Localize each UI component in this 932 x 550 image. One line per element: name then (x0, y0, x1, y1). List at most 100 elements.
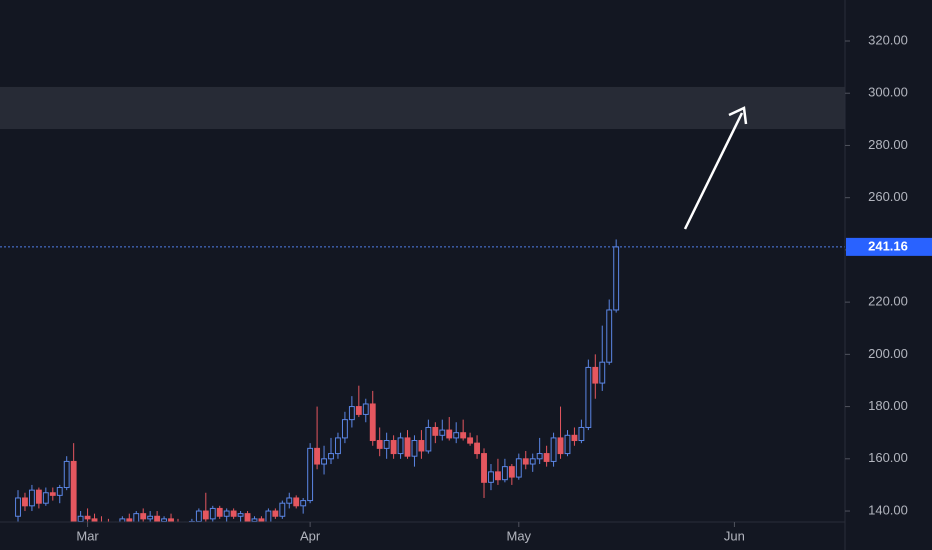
candle-body (467, 437, 474, 444)
candle-body (571, 434, 578, 442)
y-tick-label: 140.00 (868, 502, 908, 517)
candle-body (578, 426, 585, 442)
arrow-annotation (683, 106, 748, 230)
candle-body (494, 471, 501, 481)
x-tick-label: Apr (300, 528, 321, 543)
candle-body (418, 440, 425, 452)
candle-body (133, 513, 140, 522)
x-tick-label: Mar (76, 528, 99, 543)
last-price-box (846, 237, 932, 256)
candle-body (369, 403, 376, 442)
y-tick-label: 280.00 (868, 137, 908, 152)
candle-body (168, 518, 174, 522)
candle-body (474, 442, 480, 455)
candle-body (321, 458, 327, 465)
candle-body (508, 466, 515, 478)
candle-body (223, 510, 230, 517)
candle-body (362, 403, 369, 415)
candle-body (77, 515, 84, 522)
candle-body (56, 487, 63, 496)
candle-body (161, 518, 168, 522)
candle-body (237, 513, 244, 517)
candle-body (335, 437, 341, 455)
candle-body (22, 497, 28, 507)
x-tick-label: Jun (724, 528, 745, 543)
candle-body (439, 429, 446, 436)
candle-body (404, 437, 411, 457)
candle-body (265, 510, 272, 522)
candle-body (411, 440, 418, 457)
candle-body (599, 361, 606, 384)
candle-body (481, 453, 487, 483)
candle-body (613, 246, 620, 311)
candle-body (300, 500, 307, 507)
y-tick-label: 320.00 (868, 32, 908, 47)
candle-body (522, 458, 529, 465)
candle-body (536, 453, 543, 460)
candle-body (557, 437, 564, 455)
candle-body (35, 489, 42, 504)
candle-body (432, 426, 439, 436)
candle-body (154, 515, 161, 522)
candle-body (390, 440, 397, 455)
candle-body (293, 497, 300, 507)
candle-body (216, 507, 223, 517)
y-tick-label: 220.00 (868, 294, 908, 309)
candle-body (126, 518, 133, 522)
candle-body (272, 510, 279, 517)
candle-body (550, 437, 557, 462)
candle-body (63, 460, 70, 489)
candle-body (397, 437, 404, 455)
y-tick-label: 260.00 (868, 189, 908, 204)
candle-body (70, 460, 77, 522)
candle-body (42, 492, 49, 504)
candle-body (348, 406, 355, 421)
candle-body (341, 419, 348, 439)
candle-body (425, 426, 432, 452)
y-tick-label: 160.00 (868, 450, 908, 465)
candle-body (279, 502, 286, 517)
y-tick-label: 200.00 (868, 346, 908, 361)
candle-body (195, 510, 202, 522)
y-tick-label: 180.00 (868, 398, 908, 413)
y-tick-label: 300.00 (868, 85, 908, 100)
candle-body (147, 515, 154, 520)
candle-body (383, 440, 390, 449)
candle-body (606, 309, 613, 363)
x-tick-label: May (507, 528, 532, 543)
candle-body (446, 429, 453, 439)
candle-body (529, 458, 536, 465)
last-price-label: 241.16 (868, 238, 908, 253)
candle-body (307, 447, 314, 502)
candle-body (543, 453, 550, 462)
candle-body (209, 507, 216, 520)
candle-body (488, 471, 494, 483)
candle-body (230, 510, 237, 517)
candle-body (244, 513, 251, 522)
candle-body (119, 518, 126, 522)
candle-body (592, 366, 599, 384)
candle-body (28, 489, 35, 507)
candle-body (564, 434, 571, 455)
candle-body (140, 513, 147, 520)
candle-body (460, 432, 467, 439)
candle-body (328, 453, 334, 460)
candle-body (314, 447, 321, 465)
candle-body (376, 440, 383, 449)
axes: 140.00160.00180.00200.00220.00240.00260.… (76, 32, 932, 543)
price-zone (0, 86, 845, 129)
candle-body (251, 518, 258, 522)
candle-body (501, 466, 508, 481)
candle-body (49, 492, 56, 496)
plot-area (0, 86, 845, 522)
candle-body (515, 458, 522, 478)
candle-body (202, 510, 209, 520)
candle-body (91, 518, 98, 522)
candle-body (286, 497, 293, 504)
candle-body (585, 366, 592, 428)
candle-body (453, 432, 460, 439)
candle-body (84, 515, 91, 520)
